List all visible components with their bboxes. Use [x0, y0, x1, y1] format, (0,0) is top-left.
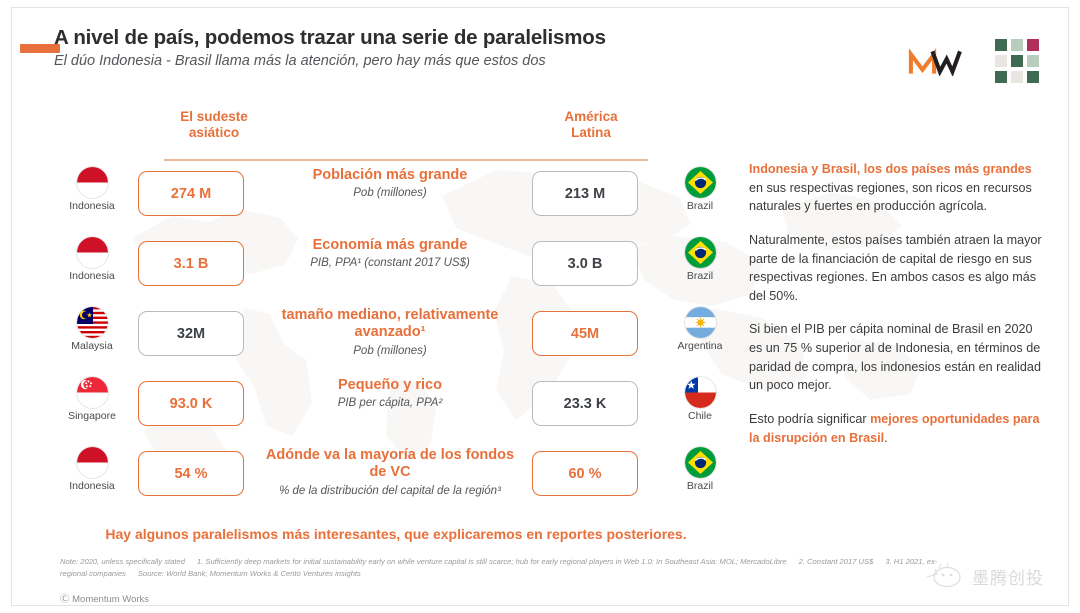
flag-malaysia [76, 307, 108, 338]
flag-indonesia [76, 167, 108, 198]
metric-description: tamaño mediano, relativamente avanzado¹ … [256, 307, 524, 359]
country-label-left: Malaysia [71, 340, 113, 352]
footnote-1: 1. Sufficiently deep markets for initial… [196, 557, 787, 566]
table-row: Indonesia 54 % Adónde va la mayoría de l… [60, 443, 732, 513]
country-cell-right: Argentina [668, 307, 732, 353]
commentary-paragraph: Indonesia y Brasil, los dos países más g… [749, 160, 1049, 216]
metric-subtitle: PIB, PPA¹ (constant 2017 US$) [310, 257, 470, 270]
country-label-left: Indonesia [69, 270, 115, 282]
column-header-southeast-asia: El sudeste asiático [151, 109, 277, 142]
country-label-left: Indonesia [69, 480, 115, 492]
country-cell-right: Brazil [668, 447, 732, 493]
metric-value-right[interactable]: 213 M [532, 171, 638, 216]
column-header-latam-line1: América [564, 109, 618, 124]
flag-indonesia [76, 237, 108, 268]
flag-brazil [684, 237, 716, 268]
footnote-note: Note: 2020, unless specifically stated [60, 557, 185, 566]
slide-canvas: A nivel de país, podemos trazar una seri… [12, 8, 1068, 605]
commentary-text: . [884, 430, 888, 445]
commentary-text: Si bien el PIB per cápita nominal de Bra… [749, 322, 1041, 393]
table-row: Indonesia 3.1 B Economía más grande PIB,… [60, 233, 732, 303]
country-label-right: Brazil [686, 270, 714, 282]
metric-value-left[interactable]: 54 % [138, 451, 244, 496]
footnote-source: Source: World Bank; Momentum Works & Cen… [137, 568, 361, 578]
footnote-block: Note: 2020, unless specifically stated 1.… [60, 556, 940, 580]
table-row: Indonesia 274 M Población más grande Pob… [60, 163, 732, 233]
metric-value-left[interactable]: 93.0 K [138, 381, 244, 426]
accent-bar [20, 44, 60, 53]
copyright-line: Ⓒ Momentum Works [60, 594, 150, 605]
watermark-text: 墨腾创投 [972, 568, 1044, 589]
country-cell-left: Malaysia [60, 307, 124, 353]
country-label-right: Argentina [677, 340, 723, 352]
commentary-paragraph: Si bien el PIB per cápita nominal de Bra… [749, 320, 1049, 395]
grid-logo-icon [990, 34, 1044, 88]
country-label-right: Chile [688, 410, 712, 422]
metric-title: Población más grande [312, 167, 468, 183]
metric-description: Pequeño y rico PIB per cápita, PPA² [256, 377, 524, 411]
country-label-left: Indonesia [69, 200, 115, 212]
country-cell-right: Brazil [668, 237, 732, 283]
mw-logo-icon [908, 48, 962, 76]
country-cell-left: Indonesia [60, 167, 124, 213]
metric-subtitle: Pob (millones) [353, 187, 427, 200]
column-header-latin-america: América Latina [528, 109, 654, 142]
metric-value-right[interactable]: 45M [532, 311, 638, 356]
metric-value-right[interactable]: 23.3 K [532, 381, 638, 426]
page-subtitle: El dúo Indonesia - Brasil llama más la a… [54, 53, 546, 69]
country-cell-right: Chile [668, 377, 732, 423]
metric-description: Economía más grande PIB, PPA¹ (constant … [256, 237, 524, 271]
commentary-text: Naturalmente, estos países también atrae… [749, 232, 1042, 303]
wechat-ghost-icon [926, 562, 961, 588]
footnote-2: 2. Constant 2017 US$ [798, 557, 874, 566]
metric-subtitle: % de la distribución del capital de la r… [279, 484, 501, 497]
brand-logo [908, 34, 1044, 88]
commentary-text: Esto podría significar [749, 411, 871, 426]
column-header-latam-line2: Latina [571, 125, 611, 141]
metric-description: Población más grande Pob (millones) [256, 167, 524, 201]
country-cell-left: Singapore [60, 377, 124, 423]
country-cell-left: Indonesia [60, 237, 124, 283]
commentary-highlight: Indonesia y Brasil, los dos países más g… [749, 162, 1032, 176]
metric-title: Pequeño y rico [338, 377, 442, 393]
metric-description: Adónde va la mayoría de los fondos de VC… [256, 447, 524, 499]
country-cell-left: Indonesia [60, 447, 124, 493]
footnote-3: 3. H1 2021, ex-regional companies [60, 557, 938, 578]
commentary-text: en sus respectivas regiones, son ricos e… [749, 180, 1032, 214]
flag-brazil [684, 447, 716, 478]
flag-chile [684, 377, 716, 408]
metric-value-right[interactable]: 3.0 B [532, 241, 638, 286]
metric-value-left[interactable]: 32M [138, 311, 244, 356]
closing-statement: Hay algunos paralelismos más interesante… [105, 526, 687, 542]
commentary-paragraph: Naturalmente, estos países también atrae… [749, 231, 1049, 306]
commentary-paragraph: Esto podría significar mejores oportunid… [749, 410, 1049, 447]
metric-value-left[interactable]: 274 M [138, 171, 244, 216]
country-label-right: Brazil [686, 200, 714, 212]
header-rule-right [496, 159, 648, 161]
column-header-sea-line2: asiático [188, 125, 240, 141]
flag-brazil [684, 167, 716, 198]
metric-value-right[interactable]: 60 % [532, 451, 638, 496]
country-label-left: Singapore [68, 410, 116, 422]
commentary-highlight: mejores oportunidades para la disrupción… [749, 411, 1040, 445]
metric-title: Economía más grande [312, 237, 468, 253]
metric-subtitle: Pob (millones) [353, 344, 427, 357]
country-label-right: Brazil [686, 480, 714, 492]
table-row: Malaysia 32M tamaño mediano, relativamen… [60, 303, 732, 373]
commentary-panel: Indonesia y Brasil, los dos países más g… [749, 160, 1049, 462]
flag-indonesia [76, 447, 108, 478]
metric-value-left[interactable]: 3.1 B [138, 241, 244, 286]
metric-title: tamaño mediano, relativamente avanzado¹ [281, 307, 499, 341]
country-cell-right: Brazil [668, 167, 732, 213]
flag-argentina [684, 307, 716, 338]
comparison-table: Indonesia 274 M Población más grande Pob… [60, 163, 732, 513]
page-title: A nivel de país, podemos trazar una seri… [54, 26, 606, 49]
metric-title: Adónde va la mayoría de los fondos de VC [265, 447, 515, 481]
header-rule-left [164, 159, 496, 161]
table-row: Singapore 93.0 K Pequeño y rico PIB per … [60, 373, 732, 443]
column-header-sea-line1: El sudeste [180, 109, 248, 124]
flag-singapore [76, 377, 108, 408]
metric-subtitle: PIB per cápita, PPA² [337, 397, 443, 410]
wechat-watermark: 墨腾创投 [923, 561, 1044, 591]
